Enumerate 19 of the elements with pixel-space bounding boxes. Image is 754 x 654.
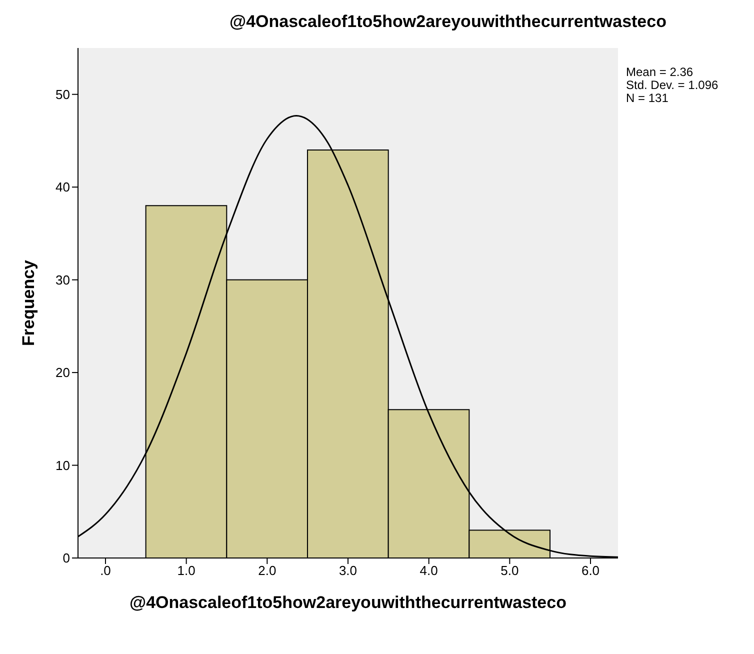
y-axis-title: Frequency — [19, 259, 38, 346]
y-tick-label: 0 — [62, 550, 70, 566]
x-tick-label: .0 — [100, 563, 111, 578]
x-tick-label: 1.0 — [177, 563, 196, 578]
x-tick-label: 5.0 — [500, 563, 519, 578]
text: Std. Dev. = 1.096 — [626, 78, 718, 92]
y-tick-label: 20 — [56, 365, 70, 380]
y-tick-label: 30 — [56, 272, 70, 288]
x-axis-title: @4Onascaleof1to5how2areyouwiththecurrentwasteco — [130, 593, 566, 612]
text: N = 131 — [626, 91, 670, 105]
x-tick-label: 4.0 — [420, 563, 438, 578]
y-tick-label: 50 — [56, 86, 70, 102]
x-tick-label: 3.0 — [338, 563, 358, 578]
chart-title: @4Onascaleof1to5how2areyouwiththecurrentwasteco — [228, 12, 668, 32]
y-tick-label: 10 — [56, 458, 70, 473]
y-tick-label: 40 — [56, 180, 70, 195]
x-tick-label: 2.0 — [258, 563, 276, 578]
text: Mean = 2.36 — [626, 65, 694, 79]
x-tick-label: 6.0 — [581, 563, 600, 578]
